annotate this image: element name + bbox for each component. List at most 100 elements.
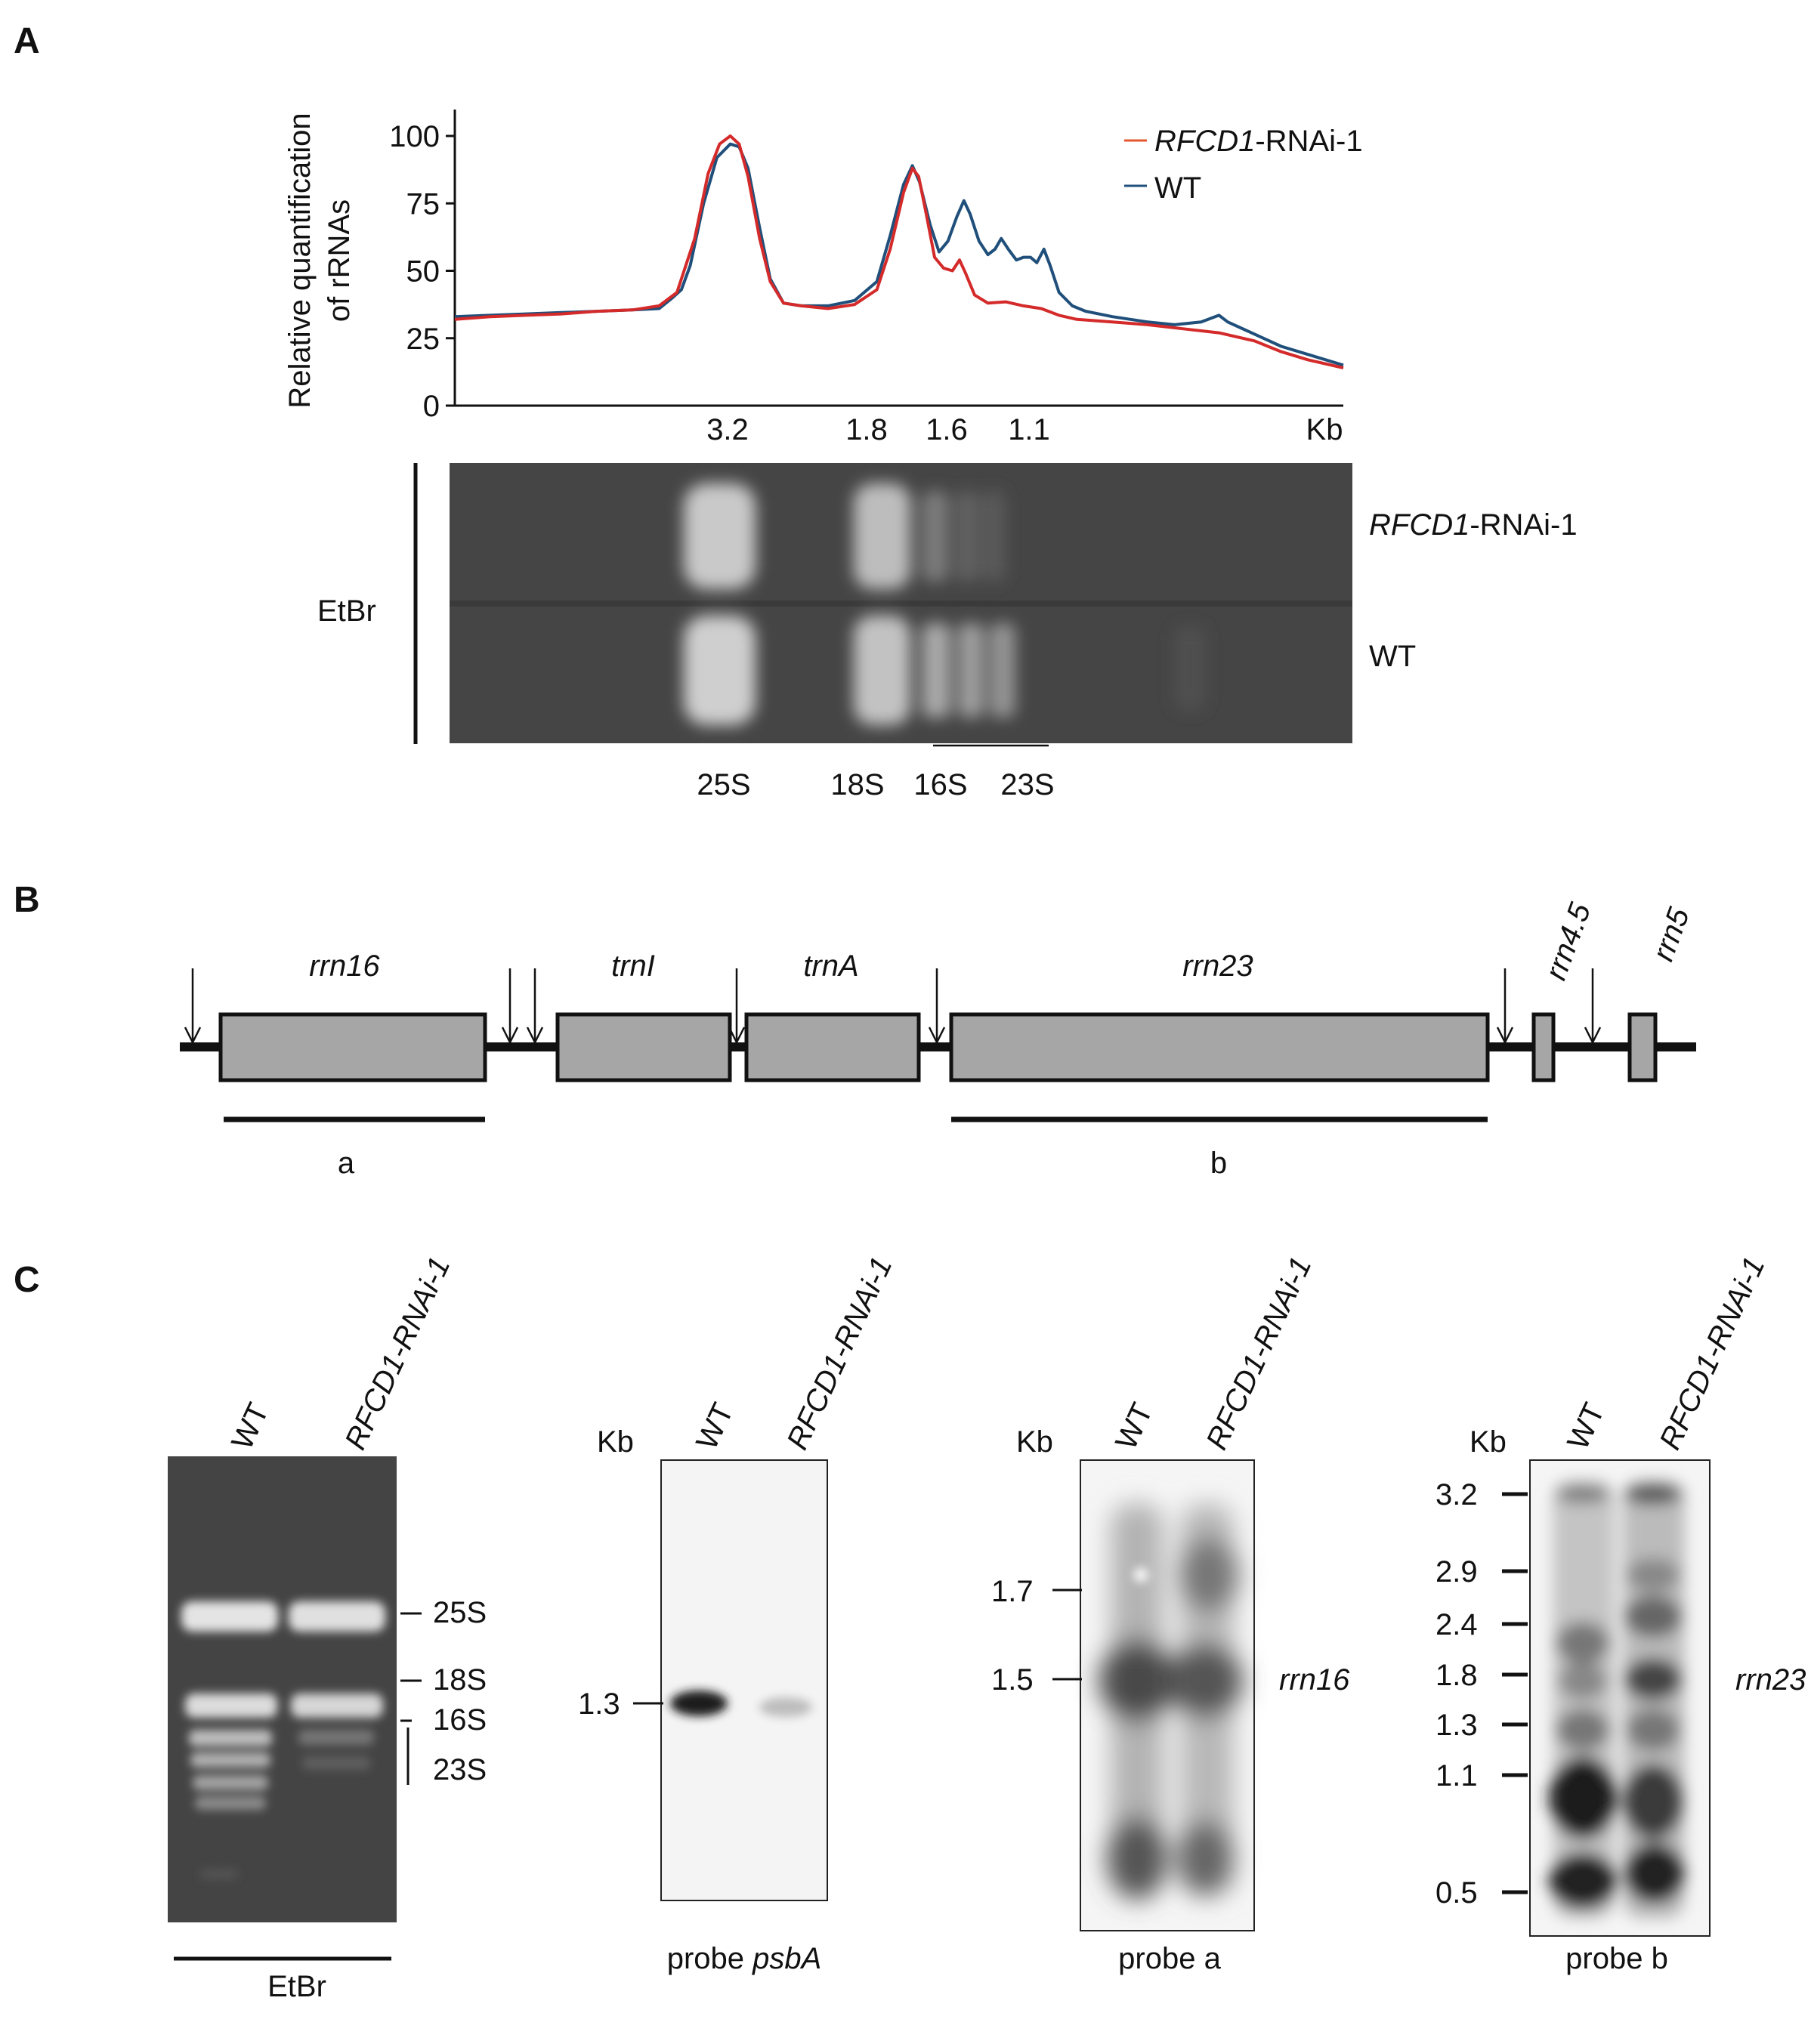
blot-etbr: WT RFCD1-RNAi-1 25S 18S 16S 23S EtBr [168,1252,487,2003]
lane-label-rnai: RFCD1-RNAi-1 [780,1252,898,1454]
size-label-1-1: 1.1 [1436,1759,1478,1792]
gel-bands-rnai [684,483,1005,589]
size-label-2-9: 2.9 [1436,1555,1478,1589]
gel-band [302,1756,370,1770]
series-line-rnai [454,134,1344,369]
size-label-1-3: 1.3 [578,1687,620,1721]
marker-label-18s: 18S [433,1663,487,1697]
y-tick-label: 50 [406,255,440,289]
gel-band [922,623,950,718]
size-label-3-2: 3.2 [1436,1478,1478,1511]
target-label-rrn16: rrn16 [1279,1663,1350,1697]
marker-label-25s: 25S [433,1596,487,1629]
marker-label-23s: 23S [433,1753,487,1786]
gel-band [684,616,756,725]
panel-letter-c: C [14,1260,40,1300]
gel-background [168,1456,397,1922]
gel-band [982,491,1005,582]
gel-lane-separator [450,601,1352,607]
cleavage-arrow-head [501,1027,519,1045]
gel-band [684,483,756,589]
size-label-1-8: 1.8 [1436,1659,1478,1692]
blot-probe-b: Kb WT RFCD1-RNAi-1 [1436,1252,1806,1975]
gel-band [298,1730,374,1745]
probe-label-a: a [338,1147,355,1180]
panel-a-chart: Relative quantification of rRNAs 100 75 50… [283,110,1363,446]
blot-band [1623,1764,1683,1839]
blot-psba: Kb WT RFCD1-RNAi-1 1.3 probe psbA [578,1252,899,1975]
gene-box-rrn4-5 [1531,1012,1556,1082]
gene-box-trni [555,1012,732,1082]
x-axis-unit: Kb [1306,413,1343,446]
blot-band [1107,1817,1167,1900]
x-tick-label: 3.2 [706,413,749,446]
etbr-label: EtBr [317,594,376,628]
lane-label-rnai: RFCD1-RNAi-1 [1653,1252,1771,1454]
gene-label-rrn4-5: rrn4.5 [1539,898,1597,984]
blot-band [1549,1852,1617,1910]
lane-label-wt: WT [1561,1398,1611,1455]
gene-box-trna [744,1012,921,1082]
blot-band [1624,1658,1682,1700]
series [454,134,1344,369]
gel-band [956,491,978,582]
size-label-0-5: 0.5 [1436,1876,1478,1910]
size-label-2-4: 2.4 [1436,1608,1478,1641]
gene-box-rrn23 [949,1012,1490,1082]
y-ticks: 100 75 50 25 0 [389,120,455,423]
x-tick-label: 1.6 [926,413,968,446]
gel-band [193,1775,268,1790]
blot-band [1556,1622,1609,1664]
size-ticks [1502,1492,1528,1894]
x-tick-label: 1.8 [845,413,888,446]
blot-band [1627,1558,1680,1592]
panel-letter-b: B [14,880,40,920]
y-axis-label-line1: Relative quantification [283,113,317,408]
y-axis-label-line2: of rRNAs [323,199,356,322]
gel-lane-label-rnai: RFCD1-RNAi-1 [1369,508,1578,542]
lane-label-wt: WT [690,1398,740,1455]
gel-band [291,1694,383,1718]
gel-band [189,1730,272,1746]
size-label-1-3: 1.3 [1436,1709,1478,1742]
blot-band [1099,1639,1175,1722]
gene-box-rrn5 [1627,1012,1658,1082]
blot-band [759,1697,812,1717]
lane-label-rnai: RFCD1-RNAi-1 [338,1252,456,1454]
gel-band [289,1601,385,1632]
marker-label-16s: 16S [433,1703,487,1737]
cleavage-arrow-head [526,1027,544,1045]
lane-label-wt: WT [225,1398,275,1455]
target-label-rrn23: rrn23 [1735,1663,1806,1697]
gene-label-trna: trnA [803,949,858,983]
blot-spot [1133,1567,1148,1582]
y-tick-label: 100 [389,120,440,153]
panel-b-operon: rrn16 trnI trnA rrn23 rrn4.5 rrn5 a b [180,898,1696,1180]
blot-band [1556,1709,1609,1751]
kb-label: Kb [1016,1425,1053,1459]
size-label-1-5: 1.5 [991,1663,1034,1697]
cleavage-arrow-head [184,1027,202,1045]
gel-band [195,1796,266,1810]
y-tick-label: 75 [406,187,440,221]
probe-label-b: b [1210,1147,1227,1180]
y-tick-label: 25 [406,323,440,356]
probe-label-b: probe b [1565,1942,1668,1975]
gel-band [854,483,910,589]
cleavage-arrow-head [1584,1027,1602,1045]
blot-band [1176,1820,1234,1896]
lane-label-wt: WT [1109,1398,1159,1455]
blot-band [670,1690,728,1716]
kb-label: Kb [1470,1425,1507,1459]
gene-label-rrn23: rrn23 [1182,949,1253,983]
gel-band [1175,627,1205,710]
blot-band [1624,1843,1685,1904]
panel-letter-a: A [14,21,40,61]
gel-band [990,623,1015,718]
gel-band [181,1601,278,1632]
blot-band [1167,1643,1243,1718]
gel-band [922,491,948,582]
panel-a-gel: EtBr RFCD1-RNAi-1 WT 25S 18S 16S 23S [317,463,1578,801]
blot-band [1556,1485,1609,1503]
